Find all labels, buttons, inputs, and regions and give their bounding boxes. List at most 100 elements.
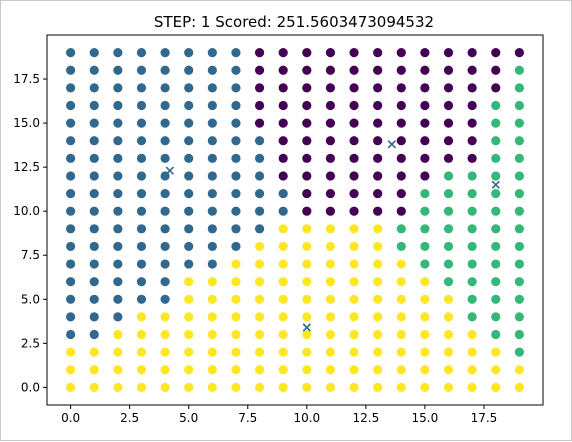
data-point: [491, 189, 500, 198]
data-point: [515, 119, 524, 128]
data-point: [113, 312, 122, 321]
data-point: [373, 365, 382, 374]
data-point: [184, 207, 193, 216]
data-point: [420, 242, 429, 251]
data-point: [255, 136, 264, 145]
data-point: [515, 242, 524, 251]
data-point: [208, 101, 217, 110]
data-point: [420, 171, 429, 180]
data-point: [491, 277, 500, 286]
data-point: [468, 242, 477, 251]
data-point: [231, 171, 240, 180]
data-point: [468, 48, 477, 57]
data-point: [515, 224, 524, 233]
data-point: [515, 348, 524, 357]
y-axis: 0.0 2.5 5.0 7.5 10.0 12.5 15.0 17.5: [13, 72, 47, 394]
data-point: [90, 83, 99, 92]
data-point: [66, 207, 75, 216]
data-point: [279, 136, 288, 145]
data-point: [302, 383, 311, 392]
data-point: [184, 154, 193, 163]
data-point: [161, 101, 170, 110]
data-point: [184, 312, 193, 321]
data-point: [137, 189, 146, 198]
data-point: [231, 154, 240, 163]
data-point: [66, 66, 75, 75]
data-point: [349, 365, 358, 374]
data-point: [468, 83, 477, 92]
data-point: [397, 348, 406, 357]
data-point: [90, 101, 99, 110]
data-point: [397, 83, 406, 92]
data-point: [444, 66, 453, 75]
data-point: [90, 171, 99, 180]
chart-title: STEP: 1 Scored: 251.5603473094532: [154, 13, 434, 31]
data-point: [231, 242, 240, 251]
data-point: [208, 136, 217, 145]
data-point: [66, 295, 75, 304]
data-point: [279, 48, 288, 57]
data-point: [491, 101, 500, 110]
data-point: [231, 83, 240, 92]
data-point: [302, 242, 311, 251]
data-point: [90, 312, 99, 321]
data-point: [349, 348, 358, 357]
data-point: [161, 348, 170, 357]
data-point: [468, 171, 477, 180]
data-point: [349, 224, 358, 233]
data-point: [468, 101, 477, 110]
data-point: [231, 277, 240, 286]
data-point: [444, 171, 453, 180]
data-point: [373, 348, 382, 357]
data-point: [326, 365, 335, 374]
data-point: [279, 295, 288, 304]
data-point: [90, 383, 99, 392]
data-point: [161, 277, 170, 286]
data-point: [161, 224, 170, 233]
data-point: [137, 365, 146, 374]
data-point: [90, 119, 99, 128]
data-point: [444, 259, 453, 268]
data-point: [420, 259, 429, 268]
data-point: [397, 365, 406, 374]
data-point: [231, 365, 240, 374]
x-tick-label: 0.0: [61, 411, 80, 425]
data-point: [491, 330, 500, 339]
data-point: [208, 83, 217, 92]
data-point: [231, 101, 240, 110]
data-point: [279, 312, 288, 321]
data-point: [326, 119, 335, 128]
data-point: [255, 171, 264, 180]
data-point: [444, 365, 453, 374]
data-point: [208, 66, 217, 75]
data-point: [184, 48, 193, 57]
data-point: [349, 66, 358, 75]
data-point: [468, 136, 477, 145]
data-point: [420, 295, 429, 304]
data-point: [515, 101, 524, 110]
data-point: [231, 189, 240, 198]
data-point: [279, 66, 288, 75]
data-point: [491, 242, 500, 251]
data-point: [302, 83, 311, 92]
x-tick-label: 5.0: [179, 411, 198, 425]
data-point: [113, 83, 122, 92]
data-point: [113, 171, 122, 180]
data-point: [255, 365, 264, 374]
data-point: [255, 154, 264, 163]
data-point: [90, 224, 99, 233]
data-point: [137, 83, 146, 92]
data-point: [184, 295, 193, 304]
data-point: [373, 207, 382, 216]
data-point: [66, 365, 75, 374]
data-point: [279, 189, 288, 198]
data-point: [90, 154, 99, 163]
data-point: [231, 295, 240, 304]
data-point: [302, 136, 311, 145]
data-point: [161, 136, 170, 145]
y-tick-label: 17.5: [13, 72, 40, 86]
data-point: [302, 224, 311, 233]
data-point: [373, 171, 382, 180]
data-point: [90, 189, 99, 198]
data-point: [397, 136, 406, 145]
